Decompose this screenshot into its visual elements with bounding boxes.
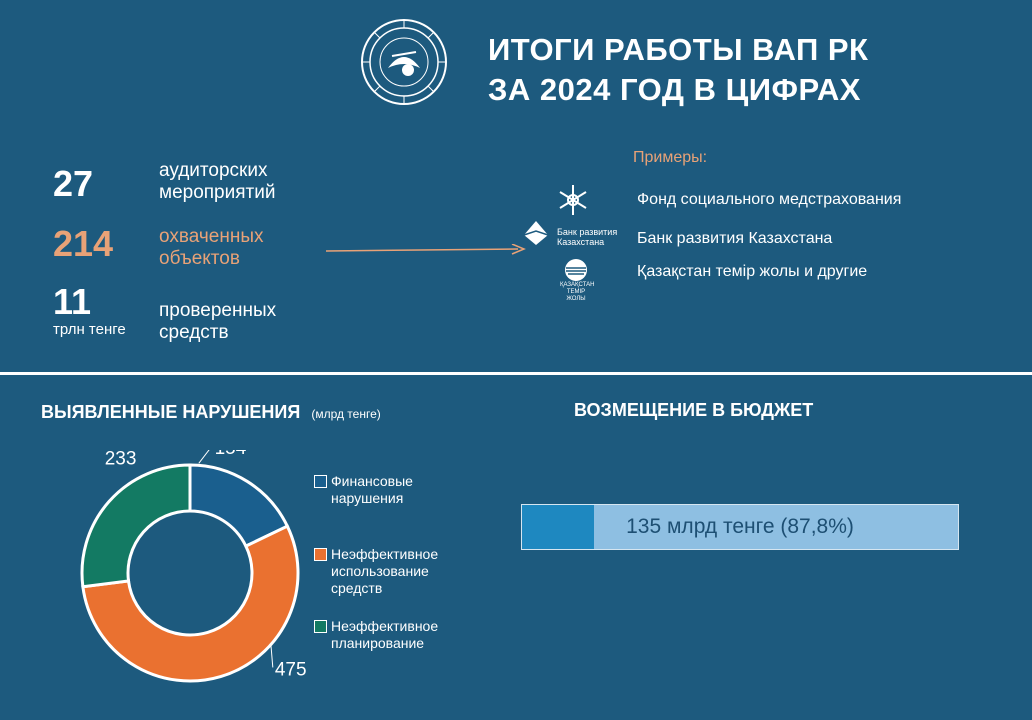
stat-desc-line: проверенных xyxy=(159,300,277,321)
example-item-fond: Фонд социального медстрахования xyxy=(637,191,902,208)
legend-label: средств xyxy=(331,580,383,596)
legend-label: нарушения xyxy=(331,490,404,506)
data-label: 154 xyxy=(215,450,247,459)
stat-desc-events: аудиторских мероприятий xyxy=(159,160,275,204)
legend-label: планирование xyxy=(331,635,425,651)
data-label: 233 xyxy=(105,450,137,469)
leader-line xyxy=(198,450,210,464)
violations-title-text: ВЫЯВЛЕННЫЕ НАРУШЕНИЯ xyxy=(41,402,301,422)
title-line-2: ЗА 2024 ГОД В ЦИФРАХ xyxy=(488,72,861,107)
section-divider xyxy=(0,372,1032,375)
page-title: ИТОГИ РАБОТЫ ВАП РК ЗА 2024 ГОД В ЦИФРАХ xyxy=(488,30,868,110)
emblem-icon xyxy=(358,16,450,108)
legend-label: Неэффективное xyxy=(331,546,439,562)
example-item-bank: Банк развития Казахстана xyxy=(637,230,833,247)
legend-item-ineffective-use: Неэффективное использование средств xyxy=(314,546,438,597)
legend-swatch xyxy=(314,619,327,633)
snowflake-logo-icon xyxy=(556,183,590,217)
legend-label: Неэффективное xyxy=(331,618,439,634)
bank-logo-text: Банк развития Казахстана xyxy=(557,227,617,247)
railway-logo-icon xyxy=(562,258,590,282)
leader-line xyxy=(270,645,274,668)
legend-label: использование xyxy=(331,563,429,579)
arrow-right-icon xyxy=(326,244,526,255)
stat-desc-line: мероприятий xyxy=(159,182,276,203)
legend-label: Финансовые xyxy=(331,473,413,489)
legend-swatch xyxy=(314,547,327,561)
data-label: 475 xyxy=(275,659,307,680)
violations-subtitle: (млрд тенге) xyxy=(311,407,381,421)
railway-logo-line: ТЕМІР xyxy=(566,289,586,295)
bank-logo-icon xyxy=(522,219,550,247)
example-item-railway: Қазақстан темір жолы и другие xyxy=(637,263,868,280)
stat-desc-line: охваченных xyxy=(159,226,264,247)
budget-bar-label: 135 млрд тенге (87,8%) xyxy=(626,515,854,538)
legend-item-financial: Финансовые нарушения xyxy=(314,473,413,507)
stat-number-objects: 214 xyxy=(53,223,114,264)
stat-desc-funds: проверенных средств xyxy=(159,300,276,344)
bank-logo-line: Банк развития xyxy=(557,227,618,237)
donut-slice xyxy=(81,524,300,683)
budget-bar-fill xyxy=(522,505,595,549)
stat-desc-line: средств xyxy=(159,322,229,343)
stat-number-events: 27 xyxy=(53,163,94,204)
railway-logo-text: ҚАЗАҚСТАН ТЕМІР ЖОЛЫ xyxy=(560,282,595,303)
bank-logo-line: Казахстана xyxy=(557,237,605,247)
donut-slice xyxy=(80,463,192,589)
railway-logo-line: ЖОЛЫ xyxy=(566,296,586,302)
budget-bar: 135 млрд тенге (87,8%) xyxy=(521,504,959,550)
donut-chart: 154 475 233 xyxy=(80,450,307,683)
stat-number-funds: 11 xyxy=(53,281,92,322)
examples-title: Примеры: xyxy=(633,149,708,166)
violations-title: ВЫЯВЛЕННЫЕ НАРУШЕНИЯ (млрд тенге) xyxy=(41,402,381,423)
railway-logo-line: ҚАЗАҚСТАН xyxy=(560,282,595,288)
stat-desc-objects: охваченных объектов xyxy=(159,226,264,270)
title-line-1: ИТОГИ РАБОТЫ ВАП РК xyxy=(488,32,869,67)
legend-swatch xyxy=(314,474,327,488)
stat-unit-funds: трлн тенге xyxy=(53,321,126,338)
legend-item-ineffective-planning: Неэффективное планирование xyxy=(314,618,438,652)
stat-desc-line: аудиторских xyxy=(159,160,268,181)
stat-desc-line: объектов xyxy=(159,248,240,269)
budget-title: ВОЗМЕЩЕНИЕ В БЮДЖЕТ xyxy=(574,400,814,420)
